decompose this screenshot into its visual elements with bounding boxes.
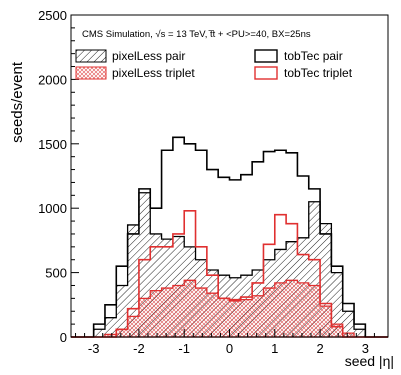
- x-tick-label: 2: [316, 341, 323, 356]
- y-tick-label: 500: [45, 266, 67, 281]
- series-tobtec-pair: [71, 136, 388, 338]
- legend-swatch-tobtec-pair: [254, 49, 278, 63]
- legend-label-pixelless-pair: pixelLess pair: [112, 49, 185, 63]
- x-tick-label: 0: [226, 341, 233, 356]
- legend: CMS Simulation, √s = 13 TeV, t̅t + <PU>=…: [75, 29, 353, 80]
- y-tick-label: 2500: [38, 8, 67, 23]
- axes: 0 500 1000 1500 2000 2500 -3 -2 -1 0 1 2 3: [38, 8, 389, 356]
- x-tick-label: -1: [178, 341, 190, 356]
- y-tick-label: 1000: [38, 201, 67, 216]
- legend-swatch-tobtec-triplet: [254, 66, 278, 80]
- plot-area: [71, 136, 388, 338]
- x-axis-label: seed |η|: [345, 353, 394, 369]
- y-tick-label: 0: [60, 330, 67, 345]
- x-tick-label: -2: [133, 341, 145, 356]
- legend-swatch-pixelless-triplet: [75, 66, 107, 80]
- legend-swatch-pixelless-pair: [75, 49, 107, 63]
- legend-label-pixelless-triplet: pixelLess triplet: [112, 66, 195, 80]
- legend-label-tobtec-triplet: tobTec triplet: [284, 66, 353, 80]
- y-tick-label: 2000: [38, 72, 67, 87]
- series-tobtec-triplet: [71, 209, 388, 338]
- y-tick-label: 1500: [38, 137, 67, 152]
- legend-label-tobtec-pair: tobTec pair: [284, 49, 343, 63]
- x-tick-label: 1: [271, 341, 278, 356]
- chart-title: CMS Simulation, √s = 13 TeV, t̅t + <PU>=…: [82, 29, 311, 40]
- x-tick-label: -3: [88, 341, 100, 356]
- y-axis-label: seeds/event: [9, 61, 26, 143]
- x-tick-label: 3: [362, 341, 369, 356]
